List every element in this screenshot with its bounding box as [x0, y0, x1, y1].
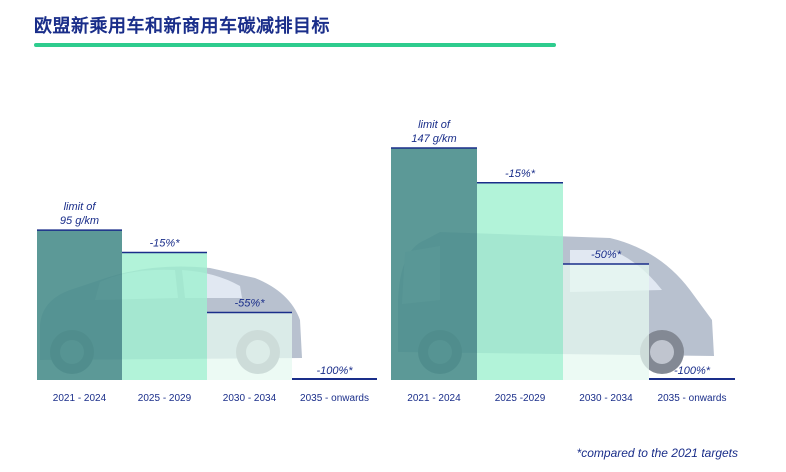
van-bar-label-1: -15%*: [505, 168, 536, 180]
car-bar-0: [37, 230, 122, 380]
van-category-label-2: 2030 - 2034: [579, 393, 633, 404]
car-category-label-1: 2025 - 2029: [138, 393, 192, 404]
car-bar-label-0: limit of 95 g/km: [60, 201, 99, 227]
van-category-label-0: 2021 - 2024: [407, 393, 461, 404]
car-bar-3: [292, 378, 377, 380]
car-bar-label-2: -55%*: [235, 298, 266, 310]
car-bar-1: [122, 252, 207, 380]
van-bar-label-2: -50%*: [591, 249, 622, 261]
title-underline: [34, 43, 556, 47]
van-bar-1: [477, 182, 563, 380]
car-category-label-3: 2035 - onwards: [300, 393, 369, 404]
car-bar-label-1: -15%*: [150, 238, 181, 250]
footnote: *compared to the 2021 targets: [576, 446, 738, 460]
car-category-label-0: 2021 - 2024: [53, 393, 107, 404]
car-bar-label-3: -100%*: [316, 365, 353, 377]
page-title: 欧盟新乘用车和新商用车碳减排目标: [34, 16, 330, 37]
car-category-label-2: 2030 - 2034: [223, 393, 277, 404]
van-bar-label-3: -100%*: [674, 365, 711, 377]
van-bar-2: [563, 264, 649, 380]
car-bar-2: [207, 312, 292, 380]
van-bar-0: [391, 148, 477, 380]
van-bar-label-0: limit of 147 g/km: [411, 119, 456, 145]
van-bar-3: [649, 378, 735, 380]
van-category-label-1: 2025 -2029: [495, 393, 546, 404]
van-category-label-3: 2035 - onwards: [658, 393, 727, 404]
